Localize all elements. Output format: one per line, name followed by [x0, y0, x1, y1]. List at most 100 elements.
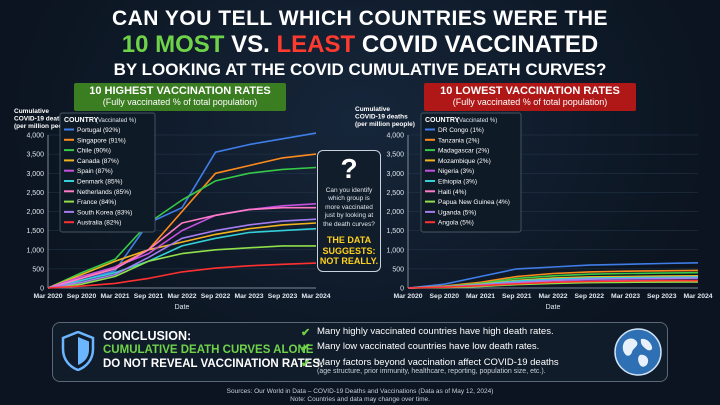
answer-line-2: SUGGESTS:: [322, 245, 376, 256]
legend-box: [59, 112, 156, 233]
legend-entry: Netherlands (85%): [77, 189, 131, 196]
title-line-2: 10 MOST VS. LEAST COVID VACCINATED: [0, 33, 720, 57]
y-tick-label: 1,000: [386, 247, 404, 254]
legend-entry: Uganda (5%): [438, 209, 476, 216]
x-tick-label: Mar 2023: [611, 293, 640, 300]
title-vs: VS.: [231, 31, 270, 58]
y-tick-label: 2,500: [386, 190, 404, 197]
conclusion-points: ✔ Many highly vaccinated countries have …: [301, 326, 611, 381]
x-tick-label: Sep 2021: [502, 293, 532, 300]
x-tick-label: Sep 2022: [201, 293, 231, 300]
legend-entry: Tanzania (2%): [438, 137, 480, 144]
right-banner-subtitle: (Fully vaccinated % of total population): [452, 96, 608, 107]
y-axis-label: (per million people): [355, 121, 415, 128]
globe-icon: [614, 328, 662, 376]
check-icon: ✔: [301, 357, 311, 370]
legend-entry: Australia (82%): [77, 220, 121, 227]
legend-entry: South Korea (83%): [77, 209, 132, 216]
series-line: [47, 218, 317, 289]
x-tick-label: Mar 2020: [393, 293, 422, 300]
x-tick-label: Mar 2024: [683, 293, 712, 300]
legend-entry: Canada (87%): [77, 158, 119, 165]
legend-entry: Denmark (85%): [77, 179, 123, 186]
conclusion-point: ✔ Many highly vaccinated countries have …: [301, 326, 611, 339]
title-line-1: CAN YOU TELL WHICH COUNTRIES WERE THE: [111, 7, 609, 30]
question-answer: THE DATA SUGGESTS: NOT REALLY.: [318, 235, 380, 266]
legend-entry: Madagascar (2%): [438, 148, 489, 155]
y-axis-label: Cumulative: [355, 106, 390, 113]
legend-entry: Mozambique (2%): [438, 158, 491, 165]
conclusion-line-3: DO NOT REVEAL VACCINATION RATES.: [103, 358, 324, 370]
series-line: [47, 206, 316, 289]
series-line: [47, 166, 317, 289]
page-title: CAN YOU TELL WHICH COUNTRIES WERE THE 10…: [0, 8, 720, 78]
y-tick-label: 1,000: [26, 247, 44, 254]
x-axis-label: Date: [546, 304, 561, 311]
shield-icon: [61, 331, 95, 371]
conclusion-line-2: CUMULATIVE DEATH CURVES ALONE: [103, 344, 314, 356]
legend-entry: Angola (5%): [438, 220, 474, 227]
series-line: [47, 203, 317, 289]
y-tick-label: 4,000: [26, 133, 44, 140]
x-tick-label: Sep 2023: [647, 293, 677, 300]
y-tick-label: 1,500: [26, 228, 44, 235]
answer-line-1: THE DATA: [326, 235, 372, 246]
x-tick-label: Mar 2024: [301, 293, 330, 300]
y-tick-label: 3,500: [386, 152, 404, 159]
legend-entry: Portugal (92%): [77, 127, 120, 134]
source-note: Sources: Our World in Data – COVID-19 De…: [0, 388, 720, 404]
conclusion-point: ✔ Many low vaccinated countries have low…: [301, 341, 611, 355]
x-tick-label: Sep 2020: [67, 293, 97, 300]
legend-box: [420, 112, 522, 233]
left-banner-title: 10 HIGHEST VACCINATION RATES: [89, 85, 271, 97]
legend-entry: Singapore (91%): [77, 137, 126, 144]
series-line: [47, 227, 317, 289]
x-tick-label: Mar 2020: [33, 293, 62, 300]
legend-entry: France (84%): [77, 199, 116, 206]
y-tick-label: 3,000: [26, 171, 44, 178]
x-tick-label: Mar 2022: [538, 293, 567, 300]
x-tick-label: Sep 2023: [268, 293, 298, 300]
question-text: Can you identify which group is more vac…: [323, 187, 375, 228]
series-line: [47, 262, 317, 289]
y-tick-label: 500: [32, 266, 44, 273]
y-axis-label: Cumulative: [14, 108, 49, 115]
y-tick-label: 500: [392, 266, 404, 273]
legend-subtitle: (Vaccinated %): [457, 118, 497, 124]
title-rest: COVID VACCINATED: [361, 31, 599, 58]
y-tick-label: 1,500: [386, 228, 404, 235]
y-axis-label: (per million people): [14, 123, 74, 130]
answer-line-3: NOT REALLY.: [319, 255, 379, 266]
legend-title: COUNTRY: [64, 117, 99, 124]
y-tick-label: 2,000: [386, 209, 404, 216]
x-tick-label: Mar 2022: [167, 293, 196, 300]
legend-entry: Ethiopia (3%): [438, 179, 477, 186]
y-tick-label: 0: [400, 286, 404, 293]
right-banner: 10 LOWEST VACCINATION RATES (Fully vacci…: [424, 83, 636, 111]
legend-entry: Papua New Guinea (4%): [438, 199, 510, 206]
check-icon: ✔: [301, 342, 311, 355]
conclusion-point-text: Many factors beyond vaccination affect C…: [317, 356, 559, 368]
y-tick-label: 3,500: [26, 152, 44, 159]
series-line: [47, 222, 317, 289]
x-tick-label: Sep 2021: [134, 293, 164, 300]
legend-entry: Haiti (4%): [438, 189, 467, 196]
y-axis-label: COVID-19 deaths: [14, 116, 67, 123]
x-tick-label: Mar 2021: [100, 293, 129, 300]
question-box: ? Can you identify which group is more v…: [317, 150, 381, 272]
series-line: [47, 245, 316, 289]
x-tick-label: Mar 2023: [234, 293, 263, 300]
conclusion-point: ✔ Many factors beyond vaccination affect…: [301, 356, 611, 376]
conclusion-point-text: Many highly vaccinated countries have hi…: [317, 326, 554, 337]
y-tick-label: 3,000: [386, 171, 404, 178]
title-most: 10 MOST: [121, 31, 225, 58]
check-icon: ✔: [301, 327, 311, 339]
x-tick-label: Mar 2021: [466, 293, 495, 300]
legend-entry: DR Congo (1%): [438, 127, 484, 134]
legend-entry: Nigeria (3%): [438, 168, 474, 175]
question-mark-icon: ?: [340, 153, 358, 184]
conclusion-point-text: Many low vaccinated countries have low d…: [317, 341, 540, 353]
x-axis-label: Date: [175, 304, 190, 311]
